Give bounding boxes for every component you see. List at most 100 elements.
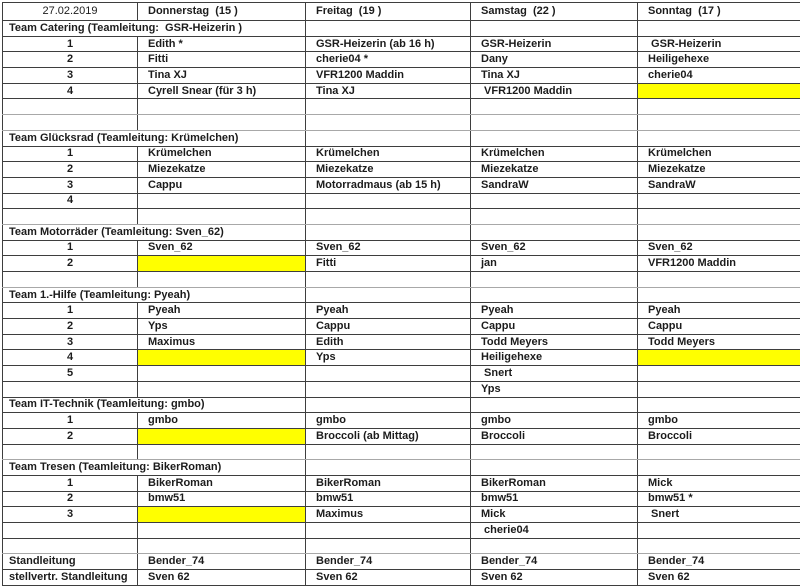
empty-cell[interactable]	[638, 460, 800, 476]
empty-cell[interactable]	[3, 99, 138, 115]
empty-cell[interactable]	[306, 115, 471, 131]
member-cell[interactable]: BikerRoman	[306, 475, 471, 491]
empty-cell[interactable]	[638, 115, 800, 131]
member-cell[interactable]	[638, 523, 800, 539]
member-cell[interactable]: GSR-Heizerin	[471, 36, 638, 52]
member-cell[interactable]: Mick	[471, 507, 638, 523]
empty-cell[interactable]	[306, 287, 471, 303]
row-number-cell[interactable]: 3	[3, 507, 138, 523]
highlight-cell[interactable]	[138, 507, 306, 523]
empty-cell[interactable]	[638, 21, 800, 37]
row-number-cell[interactable]: 2	[3, 491, 138, 507]
row-number-cell[interactable]: 1	[3, 413, 138, 429]
member-cell[interactable]: cherie04	[638, 68, 800, 84]
row-number-cell[interactable]: 4	[3, 83, 138, 99]
member-cell[interactable]: bmw51	[138, 491, 306, 507]
member-cell[interactable]	[638, 366, 800, 382]
member-cell[interactable]: cherie04	[471, 523, 638, 539]
member-cell[interactable]	[138, 366, 306, 382]
member-cell[interactable]: Sven_62	[306, 240, 471, 256]
day-header-cell[interactable]: Donnerstag (15 )	[138, 3, 306, 21]
date-cell[interactable]: 27.02.2019	[3, 3, 138, 21]
member-cell[interactable]	[471, 193, 638, 209]
member-cell[interactable]	[306, 366, 471, 382]
member-cell[interactable]: Pyeah	[471, 303, 638, 319]
empty-cell[interactable]	[471, 21, 638, 37]
member-cell[interactable]	[306, 381, 471, 397]
member-cell[interactable]: Pyeah	[306, 303, 471, 319]
row-number-cell[interactable]: 1	[3, 240, 138, 256]
row-number-cell[interactable]: 1	[3, 303, 138, 319]
member-cell[interactable]: bmw51	[471, 491, 638, 507]
member-cell[interactable]: Pyeah	[638, 303, 800, 319]
member-cell[interactable]: Edith	[306, 334, 471, 350]
empty-cell[interactable]	[471, 99, 638, 115]
day-header-cell[interactable]: Freitag (19 )	[306, 3, 471, 21]
member-cell[interactable]: Snert	[471, 366, 638, 382]
row-number-cell[interactable]: 4	[3, 350, 138, 366]
member-cell[interactable]: Krümelchen	[306, 146, 471, 162]
member-cell[interactable]: gmbo	[306, 413, 471, 429]
member-cell[interactable]: Broccoli	[471, 428, 638, 444]
member-cell[interactable]: Yps	[306, 350, 471, 366]
member-cell[interactable]: Motorradmaus (ab 15 h)	[306, 177, 471, 193]
empty-cell[interactable]	[638, 287, 800, 303]
member-cell[interactable]	[306, 523, 471, 539]
empty-cell[interactable]	[638, 538, 800, 554]
row-number-cell[interactable]	[3, 523, 138, 539]
empty-cell[interactable]	[638, 209, 800, 225]
empty-cell[interactable]	[3, 209, 138, 225]
empty-cell[interactable]	[138, 444, 306, 460]
member-cell[interactable]: Bender_74	[138, 554, 306, 570]
row-number-cell[interactable]: 5	[3, 366, 138, 382]
empty-cell[interactable]	[638, 224, 800, 240]
footer-label-cell[interactable]: Standleitung	[3, 554, 138, 570]
member-cell[interactable]: Heiligehexe	[471, 350, 638, 366]
member-cell[interactable]: Sven_62	[638, 240, 800, 256]
row-number-cell[interactable]: 3	[3, 177, 138, 193]
member-cell[interactable]: VFR1200 Maddin	[638, 256, 800, 272]
empty-cell[interactable]	[306, 21, 471, 37]
empty-cell[interactable]	[3, 444, 138, 460]
highlight-cell[interactable]	[138, 428, 306, 444]
empty-cell[interactable]	[306, 209, 471, 225]
row-number-cell[interactable]	[3, 381, 138, 397]
team-title-cell[interactable]: Team Tresen (Teamleitung: BikerRoman)	[3, 460, 306, 476]
team-title-cell[interactable]: Team Glücksrad (Teamleitung: Krümelchen)	[3, 130, 306, 146]
member-cell[interactable]: Mick	[638, 475, 800, 491]
row-number-cell[interactable]: 4	[3, 193, 138, 209]
member-cell[interactable]: Cappu	[138, 177, 306, 193]
member-cell[interactable]: bmw51 *	[638, 491, 800, 507]
member-cell[interactable]: Tina XJ	[138, 68, 306, 84]
member-cell[interactable]	[138, 523, 306, 539]
member-cell[interactable]: Sven 62	[138, 570, 306, 586]
member-cell[interactable]: Sven_62	[471, 240, 638, 256]
member-cell[interactable]: Cappu	[306, 319, 471, 335]
empty-cell[interactable]	[3, 115, 138, 131]
member-cell[interactable]: gmbo	[138, 413, 306, 429]
member-cell[interactable]: Cyrell Snear (für 3 h)	[138, 83, 306, 99]
empty-cell[interactable]	[471, 397, 638, 413]
member-cell[interactable]: Sven_62	[138, 240, 306, 256]
member-cell[interactable]: Fitti	[306, 256, 471, 272]
member-cell[interactable]: Maximus	[306, 507, 471, 523]
empty-cell[interactable]	[138, 99, 306, 115]
day-header-cell[interactable]: Sonntag (17 )	[638, 3, 800, 21]
member-cell[interactable]: Miezekatze	[306, 162, 471, 178]
footer-label-cell[interactable]: stellvertr. Standleitung	[3, 570, 138, 586]
member-cell[interactable]: SandraW	[638, 177, 800, 193]
member-cell[interactable]: Fitti	[138, 52, 306, 68]
row-number-cell[interactable]: 2	[3, 428, 138, 444]
member-cell[interactable]: Krümelchen	[471, 146, 638, 162]
highlight-cell[interactable]	[638, 83, 800, 99]
empty-cell[interactable]	[138, 272, 306, 288]
member-cell[interactable]: cherie04 *	[306, 52, 471, 68]
member-cell[interactable]: Miezekatze	[638, 162, 800, 178]
member-cell[interactable]: jan	[471, 256, 638, 272]
empty-cell[interactable]	[471, 115, 638, 131]
member-cell[interactable]: Cappu	[638, 319, 800, 335]
member-cell[interactable]: GSR-Heizerin	[638, 36, 800, 52]
member-cell[interactable]: Sven 62	[638, 570, 800, 586]
highlight-cell[interactable]	[138, 256, 306, 272]
member-cell[interactable]: bmw51	[306, 491, 471, 507]
